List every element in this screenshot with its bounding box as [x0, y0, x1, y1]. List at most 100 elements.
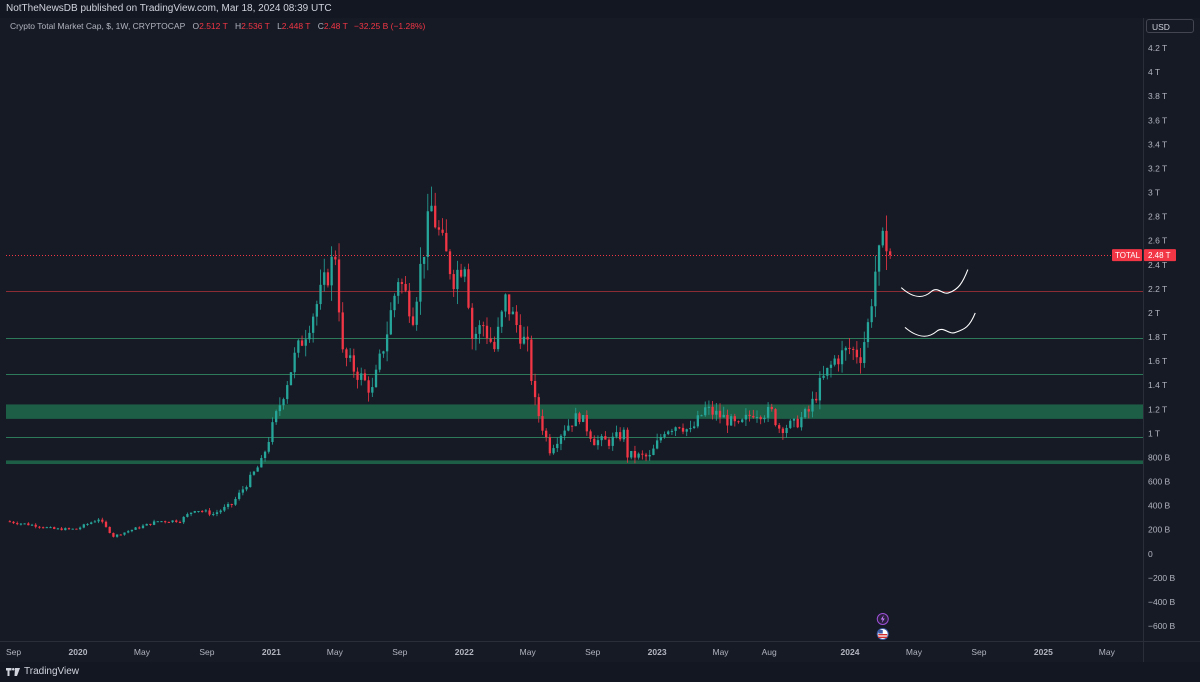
- candle: [707, 400, 711, 415]
- candle-body: [311, 316, 315, 333]
- candle: [93, 519, 97, 523]
- price-tick-label: −200 B: [1148, 573, 1176, 583]
- candle-body: [522, 336, 526, 344]
- time-tick-label: Sep: [392, 647, 407, 657]
- price-tick-label: 4 T: [1148, 67, 1160, 77]
- candle-body: [245, 487, 248, 490]
- tradingview-brand[interactable]: TradingView: [6, 662, 79, 682]
- candle: [8, 520, 11, 523]
- candle-body: [189, 512, 193, 515]
- candle-body: [863, 342, 866, 364]
- support-zone: [6, 460, 1143, 465]
- candle-body: [563, 430, 566, 436]
- candle-body: [474, 333, 478, 339]
- candle: [53, 526, 56, 530]
- candle: [360, 367, 363, 386]
- price-tick-label: 1.8 T: [1148, 332, 1167, 342]
- candle-body: [778, 425, 781, 429]
- candle-body: [141, 525, 145, 529]
- candle-body: [193, 511, 196, 513]
- candle: [204, 509, 208, 513]
- candle-body: [400, 282, 404, 284]
- candle-body: [459, 269, 463, 277]
- candle: [778, 423, 781, 434]
- candle: [726, 409, 729, 434]
- candle: [600, 433, 603, 447]
- candle-body: [275, 411, 278, 423]
- candle-body: [600, 436, 603, 441]
- candle: [881, 227, 884, 248]
- candle-body: [356, 371, 359, 380]
- candle: [663, 431, 666, 439]
- candle: [411, 307, 415, 327]
- candle: [286, 380, 289, 404]
- time-axis: Sep 2020 May Sep 2021 May Sep 2022 May Sep 2023 May…: [6, 647, 1116, 657]
- candle-body: [848, 347, 851, 349]
- candle: [766, 402, 770, 422]
- candle: [715, 403, 718, 421]
- candle-body: [574, 413, 577, 427]
- candle: [152, 519, 156, 526]
- price-tick-label: 1.2 T: [1148, 404, 1167, 414]
- low-value: 2.448 T: [281, 21, 311, 31]
- candle-body: [644, 454, 648, 457]
- candle: [811, 391, 814, 418]
- candle: [530, 335, 533, 385]
- candle: [519, 314, 522, 350]
- candle-body: [800, 417, 803, 428]
- candle: [615, 425, 618, 439]
- candle: [759, 415, 762, 425]
- candle-body: [215, 512, 219, 515]
- candle: [870, 298, 873, 328]
- candle: [637, 452, 640, 460]
- price-tick-label: 2.4 T: [1148, 260, 1167, 270]
- candle: [437, 220, 441, 236]
- candle: [189, 512, 193, 517]
- candle: [478, 320, 481, 344]
- candle-body: [145, 523, 148, 526]
- candle: [267, 437, 270, 454]
- open-value: 2.512 T: [199, 21, 228, 31]
- candle-body: [223, 506, 226, 511]
- candle: [408, 282, 411, 323]
- candle-body: [445, 232, 448, 252]
- candle-body: [171, 520, 174, 523]
- candle-body: [282, 399, 285, 406]
- candle-body: [589, 431, 592, 439]
- low-label: L: [277, 21, 282, 31]
- price-tick-label: 800 B: [1148, 452, 1171, 462]
- candle: [178, 520, 182, 524]
- currency-selector[interactable]: USD: [1146, 19, 1194, 33]
- candle-body: [889, 251, 892, 256]
- candle-body: [315, 304, 318, 317]
- candle-body: [345, 349, 348, 358]
- candle: [815, 392, 818, 403]
- candle: [489, 327, 492, 344]
- candle-body: [38, 526, 41, 528]
- price-tick-label: 1.4 T: [1148, 380, 1167, 390]
- candle: [252, 470, 256, 476]
- candle-body: [415, 301, 418, 325]
- candle: [363, 369, 367, 382]
- candle: [256, 465, 259, 472]
- candle-body: [389, 310, 392, 335]
- candle: [27, 522, 30, 526]
- price-tick-label: 3 T: [1148, 188, 1160, 198]
- candle: [134, 527, 137, 530]
- candle: [201, 510, 204, 513]
- candle-body: [430, 205, 433, 212]
- candle-body: [271, 422, 274, 443]
- candle: [282, 397, 285, 410]
- candle: [311, 313, 315, 343]
- candle-body: [300, 340, 304, 346]
- time-tick-label: May: [520, 647, 537, 657]
- candle: [744, 408, 748, 426]
- candle-body: [441, 229, 444, 233]
- candle: [60, 526, 63, 531]
- candle: [877, 244, 881, 286]
- candle: [471, 303, 474, 350]
- candle-body: [64, 528, 67, 531]
- candle-body: [341, 312, 344, 350]
- candle: [667, 430, 670, 436]
